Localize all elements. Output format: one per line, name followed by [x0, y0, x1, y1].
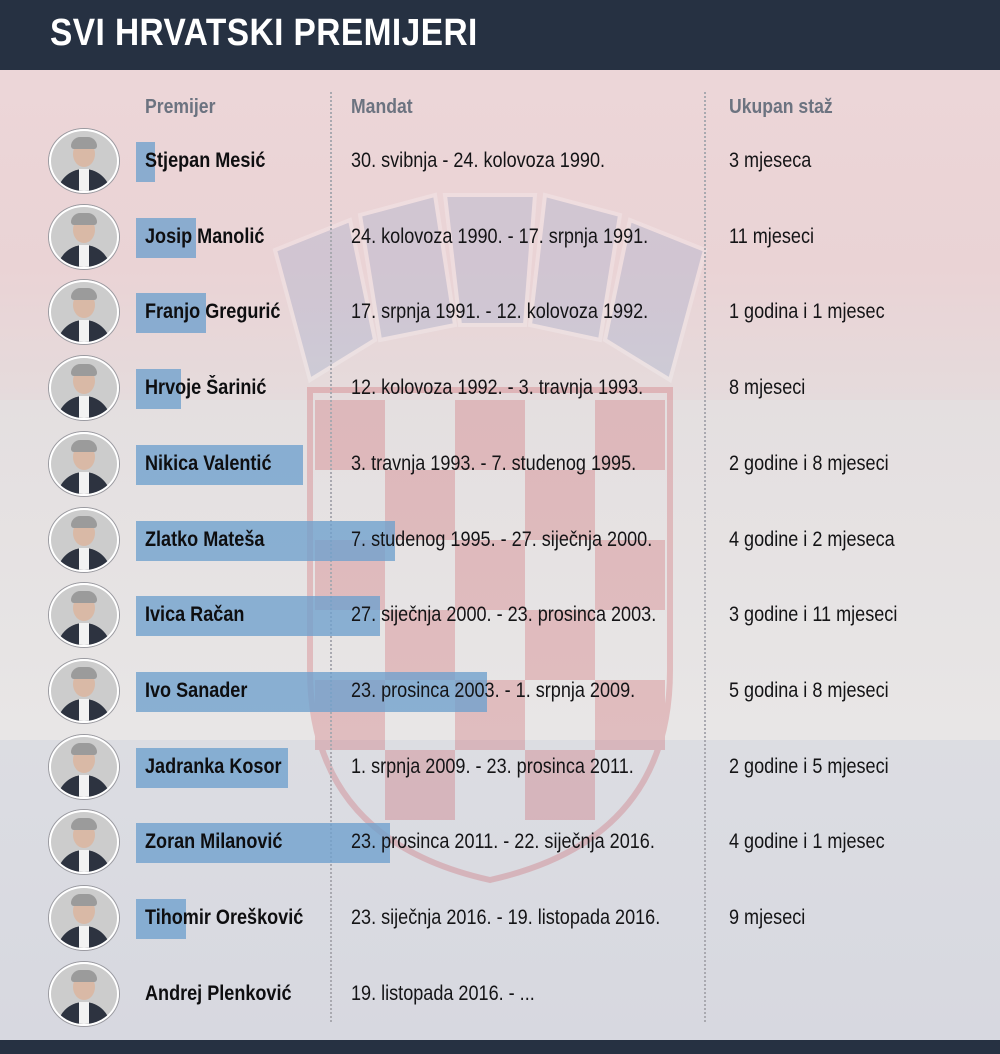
avatar [49, 886, 119, 950]
tenure-bar [136, 445, 303, 485]
tenure-length: 2 godine i 8 mjeseci [729, 452, 889, 475]
tenure-bar [136, 293, 206, 333]
tenure-length: 1 godina i 1 mjesec [729, 300, 885, 323]
table-row: Tihomir Orešković 23. siječnja 2016. - 19… [0, 882, 1000, 958]
tenure-length: 2 godine i 5 mjeseci [729, 755, 889, 778]
tenure-bar [136, 672, 487, 712]
premier-name: Josip Manolić [145, 225, 265, 248]
column-divider-2 [704, 92, 706, 1022]
tenure-length: 11 mjeseci [729, 225, 814, 248]
title-bar: SVI HRVATSKI PREMIJERI [0, 0, 1000, 70]
avatar [49, 432, 119, 496]
premier-name: Zlatko Mateša [145, 528, 265, 551]
avatar [49, 810, 119, 874]
premier-name: Zoran Milanović [145, 830, 283, 853]
coat-of-arms-watermark [272, 192, 708, 884]
avatar [49, 129, 119, 193]
avatar [49, 356, 119, 420]
tenure-length: 8 mjeseci [729, 376, 806, 399]
flag-background [0, 70, 1000, 1040]
tenure-length: 4 godine i 1 mjesec [729, 830, 885, 853]
column-header-premijer: Premijer [145, 96, 216, 118]
mandate-dates: 23. prosinca 2011. - 22. siječnja 2016. [351, 830, 655, 853]
tenure-bar [136, 596, 380, 636]
table-row: Stjepan Mesić 30. svibnja - 24. kolovoza … [0, 125, 1000, 201]
table-row: Jadranka Kosor 1. srpnja 2009. - 23. pros… [0, 731, 1000, 807]
premier-name: Jadranka Kosor [145, 755, 282, 778]
tenure-bar [136, 369, 181, 409]
mandate-dates: 23. prosinca 2003. - 1. srpnja 2009. [351, 679, 636, 702]
tenure-length: 3 mjeseca [729, 149, 812, 172]
tenure-bar [136, 521, 395, 561]
tenure-length: 5 godina i 8 mjeseci [729, 679, 889, 702]
column-header-mandat: Mandat [351, 96, 413, 118]
table-row: Ivo Sanader 23. prosinca 2003. - 1. srpnj… [0, 655, 1000, 731]
mandate-dates: 19. listopada 2016. - ... [351, 982, 535, 1005]
tenure-length: 4 godine i 2 mjeseca [729, 528, 895, 551]
premier-name: Franjo Gregurić [145, 300, 281, 323]
avatar [49, 659, 119, 723]
mandate-dates: 12. kolovoza 1992. - 3. travnja 1993. [351, 376, 644, 399]
footer-bar [0, 1040, 1000, 1054]
premier-name: Stjepan Mesić [145, 149, 266, 172]
avatar [49, 280, 119, 344]
premier-name: Tihomir Orešković [145, 906, 304, 929]
avatar [49, 508, 119, 572]
table-row: Andrej Plenković 19. listopada 2016. - ..… [0, 958, 1000, 1034]
table-row: Josip Manolić 24. kolovoza 1990. - 17. sr… [0, 201, 1000, 277]
column-header-staz: Ukupan staž [729, 96, 833, 118]
mandate-dates: 23. siječnja 2016. - 19. listopada 2016. [351, 906, 661, 929]
avatar [49, 205, 119, 269]
avatar [49, 962, 119, 1026]
avatar [49, 735, 119, 799]
table-row: Ivica Račan 27. siječnja 2000. - 23. pros… [0, 579, 1000, 655]
table-row: Hrvoje Šarinić 12. kolovoza 1992. - 3. tr… [0, 352, 1000, 428]
premier-name: Andrej Plenković [145, 982, 292, 1005]
page-title: SVI HRVATSKI PREMIJERI [50, 12, 478, 54]
table-row: Zoran Milanović 23. prosinca 2011. - 22. … [0, 806, 1000, 882]
avatar [49, 583, 119, 647]
mandate-dates: 3. travnja 1993. - 7. studenog 1995. [351, 452, 637, 475]
table-row: Zlatko Mateša 7. studenog 1995. - 27. sij… [0, 504, 1000, 580]
mandate-dates: 1. srpnja 2009. - 23. prosinca 2011. [351, 755, 634, 778]
premier-name: Nikica Valentić [145, 452, 272, 475]
premier-name: Ivo Sanader [145, 679, 248, 702]
table-row: Franjo Gregurić 17. srpnja 1991. - 12. ko… [0, 276, 1000, 352]
premier-name: Hrvoje Šarinić [145, 376, 267, 399]
tenure-bar [136, 823, 390, 863]
tenure-bar [136, 748, 288, 788]
mandate-dates: 30. svibnja - 24. kolovoza 1990. [351, 149, 606, 172]
tenure-bar [136, 218, 196, 258]
mandate-dates: 17. srpnja 1991. - 12. kolovoza 1992. [351, 300, 649, 323]
tenure-bar [136, 142, 155, 182]
mandate-dates: 27. siječnja 2000. - 23. prosinca 2003. [351, 603, 657, 626]
table-row: Nikica Valentić 3. travnja 1993. - 7. stu… [0, 428, 1000, 504]
premier-name: Ivica Račan [145, 603, 245, 626]
flag-blue-band [0, 740, 1000, 1040]
tenure-bar [136, 899, 186, 939]
tenure-length: 9 mjeseci [729, 906, 806, 929]
tenure-length: 3 godine i 11 mjeseci [729, 603, 898, 626]
mandate-dates: 24. kolovoza 1990. - 17. srpnja 1991. [351, 225, 649, 248]
mandate-dates: 7. studenog 1995. - 27. siječnja 2000. [351, 528, 653, 551]
